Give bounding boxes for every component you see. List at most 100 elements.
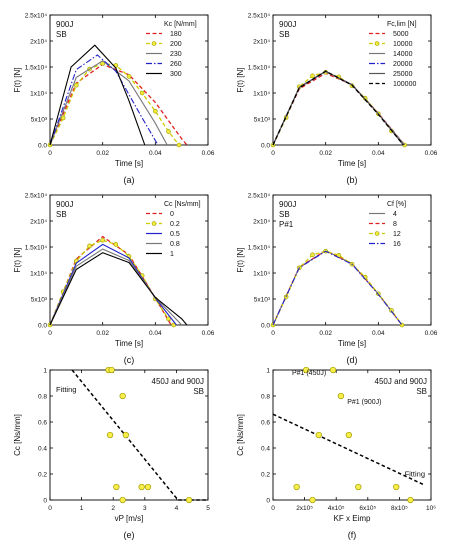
panel-tag: 900J (279, 20, 296, 29)
series-point (100, 237, 105, 243)
y-tick-label: 0.0 (38, 143, 47, 150)
data-point (337, 392, 345, 400)
y-tick-label: 2x10⁴ (253, 39, 270, 46)
panel-caption: (c) (124, 355, 135, 365)
x-tick-label: 2x10⁵ (296, 505, 313, 512)
x-tick-label: 8x10⁵ (391, 505, 408, 512)
legend-marker (151, 221, 157, 226)
legend-title: Fc,lim [N] (387, 21, 417, 28)
y-tick-label: 2.5x10⁴ (248, 193, 271, 200)
y-tick-label: 5x10³ (254, 117, 271, 124)
y-tick-label: 0.4 (261, 446, 270, 453)
x-tick-label: 0 (271, 505, 275, 512)
y-tick-label: 1x10⁴ (253, 271, 270, 278)
panel-tag: 900J (56, 20, 73, 29)
y-tick-label: 2x10⁴ (30, 219, 47, 226)
y-tick-label: 0.8 (38, 394, 47, 401)
plot-frame (49, 369, 209, 501)
y-axis-label: Cc [Ns/mm] (236, 414, 245, 456)
y-tick-label: 2x10⁴ (30, 39, 47, 46)
x-axis-label: Time [s] (338, 339, 366, 348)
legend-label: 10000 (393, 41, 413, 48)
panel-tag: SB (416, 387, 427, 396)
data-point (329, 366, 337, 374)
legend-label: 14000 (393, 51, 413, 58)
series-point (153, 108, 158, 114)
series-point (310, 252, 315, 258)
legend-label: 25000 (393, 71, 413, 78)
series-line-0.5 (49, 243, 177, 326)
panel-caption: (e) (124, 530, 135, 540)
plot-frame (272, 194, 432, 326)
data-point (106, 431, 114, 439)
data-point (138, 483, 145, 491)
x-tick-label: 0.06 (425, 330, 438, 337)
series-point (74, 82, 79, 88)
x-tick-label: 0.04 (372, 330, 385, 337)
legend-label: 5000 (393, 31, 409, 38)
series-point (87, 243, 92, 249)
legend-label: 16 (393, 241, 401, 248)
series-line-100000 (272, 70, 404, 146)
panel-caption: (f) (348, 530, 357, 540)
x-tick-label: 0 (48, 330, 52, 337)
legend-label: 230 (170, 51, 182, 58)
data-point (122, 431, 129, 439)
x-axis-label: Time [s] (115, 159, 143, 168)
y-tick-label: 5x10³ (31, 117, 48, 124)
data-point (355, 483, 362, 491)
series-line-12 (272, 250, 403, 326)
y-tick-label: 2.5x10⁴ (248, 13, 271, 20)
series-point (60, 115, 66, 121)
panel-tag: SB (193, 387, 204, 396)
fitting-label: Fitting (56, 385, 76, 394)
y-tick-label: 1x10⁴ (30, 91, 47, 98)
x-axis-label: Time [s] (115, 339, 143, 348)
series-line-4 (272, 249, 403, 326)
data-point (315, 431, 322, 439)
panel-e: 0 0.2 0.4 0.6 0.8 1 0 1 2 3 4 5 vP [m/s] Cc [Ns/mm] (e… (13, 366, 210, 540)
y-tick-label: 0.2 (38, 472, 47, 479)
x-axis-label: vP [m/s] (115, 514, 144, 523)
plot-frame (49, 14, 209, 146)
legend-label: 1 (170, 251, 174, 258)
panel-tag: SB (56, 30, 67, 39)
panel-a: 0.0 5x10³ 1x10⁴ 1.5x10⁴ 2x10⁴ 2.5x10⁴ 0 0.02 0.0… (13, 13, 215, 186)
x-tick-label: 3 (143, 505, 147, 512)
y-tick-label: 1.5x10⁴ (248, 245, 271, 252)
series-line-16 (272, 250, 403, 326)
y-tick-label: 2.5x10⁴ (25, 13, 48, 20)
fitting-line (272, 413, 424, 486)
series-point (166, 316, 171, 322)
y-tick-label: 1.5x10⁴ (25, 65, 48, 72)
x-tick-label: 4 (175, 505, 179, 512)
y-tick-label: 0.0 (261, 323, 270, 330)
data-point (407, 496, 414, 504)
legend-label: 180 (170, 31, 182, 38)
series-line-14000 (272, 71, 406, 146)
fitting-label: Fitting (405, 470, 425, 479)
legend-title: Cc [Ns/mm] (164, 201, 201, 208)
legend-label: 200 (170, 41, 182, 48)
x-tick-label: 0.02 (96, 330, 109, 337)
series-line-300 (49, 44, 146, 146)
x-tick-label: 2 (111, 505, 115, 512)
series-point (389, 308, 394, 313)
x-tick-label: 0 (271, 330, 275, 337)
x-tick-label: 0.06 (202, 330, 215, 337)
legend-label: 0.8 (170, 241, 180, 248)
x-axis-label: KF x Eimp (334, 514, 371, 523)
legend-label: 0.5 (170, 231, 180, 238)
x-tick-label: 4x10⁵ (328, 505, 345, 512)
data-point (119, 392, 126, 400)
x-axis-label: Time [s] (338, 159, 366, 168)
panel-tag: 450J and 900J (152, 377, 205, 386)
legend-marker (374, 41, 380, 46)
y-tick-label: 0 (266, 498, 270, 505)
panel-tag: SB (279, 210, 290, 219)
legend-label: 260 (170, 61, 182, 68)
y-tick-label: 1 (43, 368, 47, 375)
series-line-25000 (272, 70, 404, 146)
series-line-200 (49, 62, 180, 146)
y-tick-label: 0.2 (261, 472, 270, 479)
